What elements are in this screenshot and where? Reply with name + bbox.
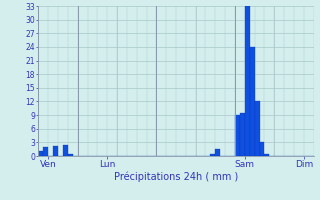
X-axis label: Précipitations 24h ( mm ): Précipitations 24h ( mm ) <box>114 172 238 182</box>
Bar <box>235 115 240 156</box>
Bar <box>250 47 255 156</box>
Bar <box>53 146 58 156</box>
Bar <box>240 113 245 156</box>
Bar <box>260 142 264 156</box>
Bar <box>245 6 250 156</box>
Bar <box>255 101 260 156</box>
Bar <box>63 145 68 156</box>
Bar <box>68 154 73 156</box>
Bar <box>211 154 215 156</box>
Bar <box>264 154 269 156</box>
Bar <box>215 149 220 156</box>
Bar <box>38 151 43 156</box>
Bar <box>43 147 48 156</box>
